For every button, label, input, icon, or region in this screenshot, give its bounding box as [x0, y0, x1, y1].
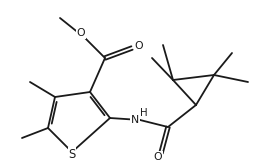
Text: O: O [135, 41, 143, 51]
Text: O: O [77, 28, 85, 38]
Text: H: H [140, 108, 148, 118]
Text: O: O [154, 152, 162, 162]
Text: N: N [131, 115, 139, 125]
Text: S: S [68, 147, 76, 160]
